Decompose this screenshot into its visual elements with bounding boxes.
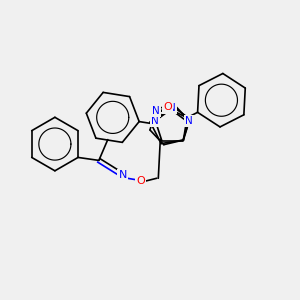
Text: N: N bbox=[152, 116, 159, 126]
Text: O: O bbox=[136, 176, 145, 186]
Text: N: N bbox=[185, 116, 193, 126]
Text: N: N bbox=[152, 106, 160, 116]
Text: N: N bbox=[118, 170, 127, 180]
Text: O: O bbox=[164, 103, 172, 112]
Text: N: N bbox=[168, 103, 176, 113]
